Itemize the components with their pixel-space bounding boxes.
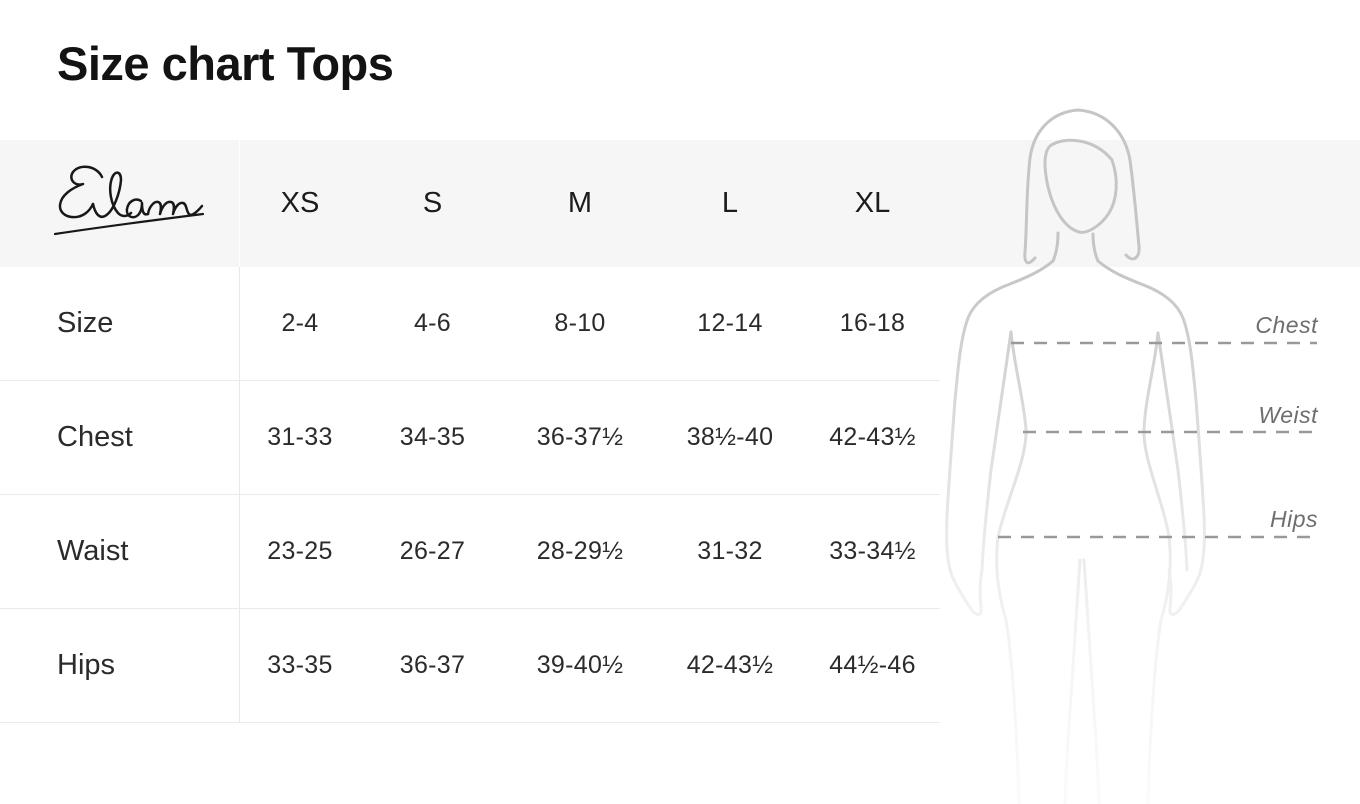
row-label-size: Size bbox=[0, 267, 240, 380]
chest-value-xs: 31-33 bbox=[267, 423, 333, 451]
elan-signature-icon bbox=[53, 164, 205, 235]
size-value-l: 12-14 bbox=[697, 309, 763, 337]
chest-value-xl: 42-43½ bbox=[829, 423, 916, 451]
table-header-row: XS S M L XL bbox=[0, 140, 940, 267]
waist-value-xs: 23-25 bbox=[267, 537, 333, 565]
row-label-hips: Hips bbox=[0, 609, 240, 722]
row-label-chest: Chest bbox=[0, 381, 240, 494]
size-value-s: 4-6 bbox=[413, 309, 452, 337]
female-body-outline-figure bbox=[940, 100, 1360, 804]
chest-value-s: 34-35 bbox=[399, 423, 466, 451]
size-value-m: 8-10 bbox=[554, 309, 606, 337]
table-row-hips: Hips 33-35 36-37 39-40½ 42-43½ 44½-46 bbox=[0, 609, 940, 723]
hips-value-xs: 33-35 bbox=[267, 651, 333, 679]
column-header-xs: XS bbox=[280, 187, 320, 219]
hips-value-m: 39-40½ bbox=[536, 651, 624, 679]
chest-value-m: 36-37½ bbox=[536, 423, 624, 451]
column-header-m: M bbox=[567, 187, 593, 219]
size-value-xs: 2-4 bbox=[281, 309, 319, 337]
hips-value-l: 42-43½ bbox=[686, 651, 774, 679]
brand-logo bbox=[0, 140, 240, 267]
waist-value-l: 31-32 bbox=[697, 537, 763, 565]
table-row-waist: Waist 23-25 26-27 28-29½ 31-32 33-34½ bbox=[0, 495, 940, 609]
hips-value-s: 36-37 bbox=[399, 651, 466, 679]
waist-value-m: 28-29½ bbox=[536, 537, 624, 565]
column-header-xl: XL bbox=[854, 187, 891, 219]
size-value-xl: 16-18 bbox=[839, 309, 906, 337]
size-chart-table: XS S M L XL Size 2-4 4-6 8-10 12-14 16-1… bbox=[0, 140, 940, 723]
table-row-size: Size 2-4 4-6 8-10 12-14 16-18 bbox=[0, 267, 940, 381]
column-header-s: S bbox=[422, 187, 443, 219]
hips-measure-label: Hips bbox=[1269, 506, 1318, 532]
column-header-l: L bbox=[721, 187, 739, 219]
chest-value-l: 38½-40 bbox=[686, 423, 774, 451]
page-title: Size chart Tops bbox=[57, 37, 394, 90]
chest-measure-label: Chest bbox=[1255, 312, 1318, 338]
hips-value-xl: 44½-46 bbox=[829, 651, 916, 679]
waist-measure-label: Weist bbox=[1258, 402, 1318, 428]
waist-value-xl: 33-34½ bbox=[829, 537, 916, 565]
waist-value-s: 26-27 bbox=[399, 537, 466, 565]
table-row-chest: Chest 31-33 34-35 36-37½ 38½-40 42-43½ bbox=[0, 381, 940, 495]
row-label-waist: Waist bbox=[0, 495, 240, 608]
